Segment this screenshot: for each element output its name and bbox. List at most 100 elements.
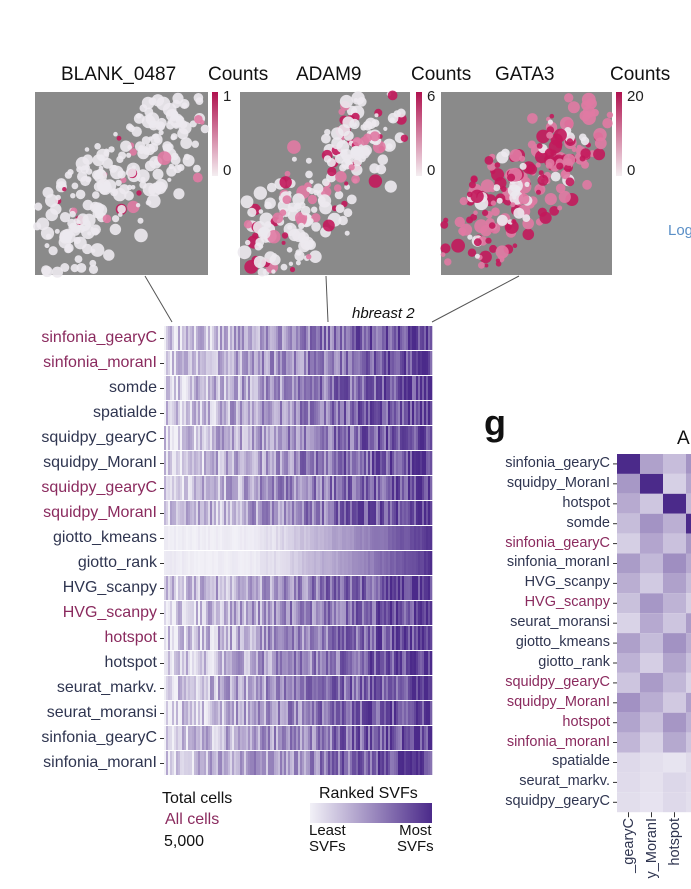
panel-title-blank0487: BLANK_0487 [61, 64, 177, 85]
panel-g-cell [663, 513, 686, 534]
panel-g-cell [640, 613, 663, 634]
panel-g-row-label: squidpy_MoranI [506, 693, 610, 710]
panel-g-cell [617, 672, 640, 693]
panel-g-cell [686, 613, 691, 634]
panel-g-cell [617, 712, 640, 733]
cell-count-label: 5,000 [164, 833, 205, 850]
panel-g-cell [686, 513, 691, 534]
panel-g-row-label: HVG_scanpy [524, 574, 610, 591]
panel-g-row [613, 672, 691, 693]
panel-g-cell [663, 792, 686, 813]
panel-g-cell [686, 493, 691, 514]
most-svfs-label: Most SVFs [397, 822, 434, 855]
panel-g-row [613, 792, 691, 813]
legend-title-adam9: Counts [411, 64, 472, 85]
panel-g-cell [686, 692, 691, 713]
panel-g-cell [686, 633, 691, 653]
panel-g-cell [640, 593, 663, 614]
panel-g-row [613, 752, 691, 773]
heatmap-row [160, 676, 433, 700]
panel-g-cell [663, 553, 686, 574]
spatial-panels-layer [33, 90, 622, 278]
heatmap-row [160, 601, 433, 625]
panel-g-cell [663, 692, 686, 713]
spatial-panel-2 [440, 92, 622, 275]
panel-g-cell [686, 593, 691, 614]
panel-g-cell [686, 454, 691, 474]
panel-title-adam9: ADAM9 [296, 64, 362, 85]
spatial-panel-0 [33, 92, 218, 278]
legend-max-adam9: 6 [427, 88, 436, 105]
panel-g-row [613, 732, 691, 753]
heatmap-row-label: hotspot [104, 628, 157, 646]
panel-g-col-label: _gearyC [621, 818, 637, 873]
panel-g-cell [617, 454, 640, 474]
panel-g-matrix [613, 454, 691, 818]
heatmap-row-label: seurat_moransi [46, 703, 157, 721]
panel-g-row [613, 613, 691, 634]
panel-g-row [613, 573, 691, 594]
heatmap-row-label: spatialde [92, 403, 157, 421]
panel-g-cell [640, 752, 663, 773]
panel-g-cell [617, 533, 640, 554]
panel-g-row [613, 633, 691, 653]
panel-title-gata3: GATA3 [495, 64, 555, 85]
panel-g-cell [663, 633, 686, 653]
panel-g-cell [617, 593, 640, 614]
legend-min-gata3: 0 [627, 162, 636, 179]
panel-g-cell [686, 752, 691, 773]
connector-line [325, 275, 329, 323]
panel-g-row-label: sinfonia_moranI [506, 733, 610, 750]
heatmap-row-label: sinfonia_moranI [43, 353, 157, 371]
heatmap-row-label: sinfonia_gearyC [41, 328, 157, 346]
panel-g-cell [663, 573, 686, 594]
panel-g-row [613, 533, 691, 554]
panel-g-cell [686, 732, 691, 753]
panel-g-cell [686, 772, 691, 793]
heatmap-row-label: squidpy_gearyC [41, 428, 157, 446]
panel-g-cell [640, 533, 663, 554]
panel-g-cell [663, 653, 686, 673]
tissue-cells [440, 92, 614, 269]
panel-g-cell [617, 633, 640, 653]
panel-g-row [613, 473, 691, 494]
panel-letter-g: g [484, 402, 506, 443]
heatmap-row-label: squidpy_gearyC [41, 478, 157, 496]
panel-g-row-label: hotspot [562, 713, 610, 730]
panel-g-cell [640, 732, 663, 753]
panel-g-cell [686, 712, 691, 733]
legend-title-gata3: Counts [610, 64, 671, 85]
panel-g-cell [663, 712, 686, 733]
panel-g-row-label: seurat_moransi [510, 614, 610, 631]
counts-colorbar [616, 92, 622, 176]
panel-g-cell [640, 672, 663, 693]
heatmap-row [160, 476, 433, 500]
heatmap-row [160, 426, 433, 450]
tissue-cells [237, 90, 409, 277]
heatmap-row [160, 701, 433, 725]
heatmap-row [160, 376, 433, 400]
panel-g-row-label: sinfonia_gearyC [505, 534, 610, 551]
panel-g-row-label: squidpy_gearyC [505, 793, 610, 810]
panel-g-cell [663, 533, 686, 554]
panel-g-row-label: somde [566, 514, 610, 531]
panel-g-row [613, 653, 691, 673]
heatmap-row-label: giotto_rank [77, 553, 157, 571]
panel-g-cell [640, 712, 663, 733]
panel-g-cell [640, 493, 663, 514]
heatmap-row-label: giotto_kmeans [52, 528, 157, 546]
heatmap-row [160, 651, 433, 675]
panel-g-cell [640, 573, 663, 594]
panel-g-row-label: giotto_rank [538, 653, 610, 670]
counts-colorbar [416, 92, 422, 176]
heatmap-row-label: squidpy_MoranI [43, 453, 157, 471]
panel-g-cell [617, 692, 640, 713]
panel-g-row [613, 692, 691, 713]
panel-g-row [613, 493, 691, 514]
heatmap-row-label: somde [108, 378, 157, 396]
panel-g-cell [617, 792, 640, 813]
panel-g-cell [663, 732, 686, 753]
panel-g-cell [686, 553, 691, 574]
heatmap-row-label: hotspot [104, 653, 157, 671]
